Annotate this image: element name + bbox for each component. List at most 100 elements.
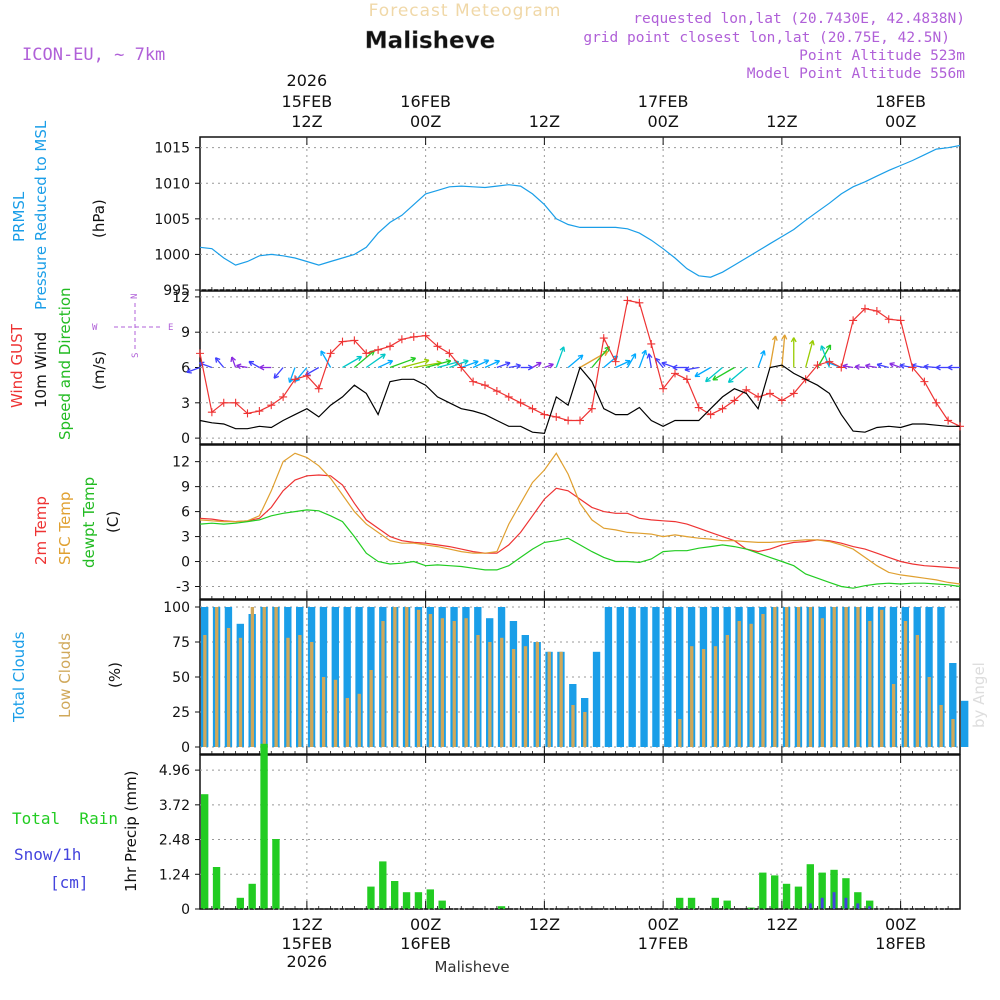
- gust-marker: [682, 375, 691, 384]
- total-cloud-bar: [331, 607, 339, 747]
- gust-marker: [730, 396, 739, 405]
- total-cloud-bar: [889, 607, 898, 747]
- wind-arrow-head: [923, 363, 929, 370]
- gust-marker: [267, 401, 276, 410]
- wind-arrow-head: [214, 357, 221, 363]
- panel-frame: [199, 444, 961, 600]
- precip-side-labels: Total Rain Snow/1h [cm] 1hr Precip (mm): [12, 771, 140, 892]
- snow-bar: [832, 892, 836, 909]
- wind-arrow-head: [273, 373, 280, 379]
- gust-marker: [920, 377, 929, 386]
- wind-gust-label: Wind GUST: [8, 323, 26, 408]
- compass-e: E: [168, 323, 173, 333]
- wind-arrow: [923, 365, 937, 369]
- low-cloud-bar: [725, 635, 730, 747]
- low-cloud-bar: [440, 618, 445, 747]
- ytick-label: 4.96: [159, 763, 190, 779]
- wind-arrow-head: [899, 363, 905, 369]
- wind-arrow: [231, 356, 237, 368]
- wind-arrow-head: [876, 362, 883, 369]
- gust-marker: [540, 410, 549, 419]
- wind-direction-arrows: [186, 334, 960, 384]
- wind-arrow: [186, 366, 201, 373]
- top-tick-l3: 12Z: [766, 112, 797, 131]
- ytick-label: 12: [172, 455, 190, 471]
- panel-frame: [199, 136, 961, 291]
- gust-marker: [528, 404, 537, 413]
- gust-marker: [789, 389, 798, 398]
- wind-arrow: [496, 362, 511, 369]
- wind-arrow: [684, 366, 699, 371]
- low-cloud-bar: [310, 642, 314, 747]
- ytick-label: 3.72: [159, 798, 190, 814]
- rain-bar: [248, 883, 256, 909]
- rain-bar: [818, 872, 826, 909]
- series-line-2m-temp: [199, 474, 961, 569]
- rain-bar: [438, 900, 446, 909]
- gust-marker: [671, 369, 679, 378]
- wind-arrow: [638, 349, 647, 368]
- gust-marker: [908, 363, 917, 372]
- panel-3: 0 25 50 75 100: [163, 599, 969, 756]
- ytick-label: 3: [181, 396, 190, 412]
- rain-bar: [711, 897, 719, 909]
- wind-arrow-head: [577, 354, 584, 361]
- rain-bar: [426, 889, 434, 909]
- snow-bar: [868, 906, 872, 909]
- rain-bar: [806, 864, 814, 909]
- model-label: ICON-EU, ~ 7km: [22, 45, 165, 65]
- low-cloud-bar: [488, 642, 492, 747]
- low-cloud-bar: [262, 607, 266, 747]
- total-cloud-bar: [604, 607, 613, 747]
- wind-arrow-head: [790, 337, 797, 343]
- wind-arrow: [377, 360, 393, 369]
- footer-location: Malisheve: [434, 958, 509, 976]
- wind-arrow-head: [646, 353, 653, 359]
- rain-bar: [782, 883, 791, 909]
- gust-marker: [766, 389, 774, 398]
- rain-bar: [272, 839, 280, 909]
- ytick-label: 0: [181, 431, 190, 447]
- ytick-label: 0: [181, 555, 190, 571]
- wind-arrow-head: [236, 363, 242, 370]
- low-cloud-bar: [357, 693, 361, 747]
- low-cloud-bar: [559, 651, 563, 747]
- pressure-label-prmsl: PRMSL: [10, 191, 28, 242]
- low-cloud-bar: [464, 618, 468, 747]
- wind-arrow: [816, 344, 832, 368]
- wind-arrow: [472, 359, 489, 369]
- wind-arrow: [889, 362, 901, 369]
- wind-arrow-head: [494, 359, 501, 366]
- bottom-tick-l1: 12Z: [766, 915, 797, 934]
- rain-bar: [723, 900, 731, 909]
- wind-arrow-head: [630, 353, 637, 359]
- gust-marker: [421, 331, 430, 340]
- gust-marker: [944, 416, 953, 425]
- gust-marker: [647, 339, 656, 348]
- gust-marker: [742, 385, 751, 394]
- total-cloud-bar: [937, 607, 945, 747]
- wind-arrow-head: [661, 361, 667, 367]
- low-cloud-bar: [238, 637, 243, 747]
- gust-marker: [825, 357, 834, 366]
- snow-unit-label: [cm]: [50, 873, 89, 892]
- rain-bar: [830, 869, 838, 909]
- gust-marker: [872, 307, 881, 316]
- rain-bar: [212, 867, 221, 909]
- ytick-label: 0: [181, 740, 190, 756]
- panel-4: 0 1.24 2.48 3.72 4.96: [159, 743, 961, 918]
- ytick-label: 9: [181, 480, 190, 496]
- rain-bar: [379, 861, 387, 909]
- low-cloud-bar: [274, 607, 278, 747]
- wind-arrow-head: [536, 361, 542, 368]
- top-tick-l3: 12Z: [291, 112, 322, 131]
- wind-arrow: [769, 335, 777, 368]
- wind-arrow: [248, 360, 260, 369]
- snow-bar: [808, 903, 812, 909]
- total-cloud-bar: [652, 607, 660, 747]
- total-cloud-bar: [592, 651, 601, 747]
- ytick-label: 2.48: [159, 833, 190, 849]
- low-cloud-bar: [393, 607, 397, 747]
